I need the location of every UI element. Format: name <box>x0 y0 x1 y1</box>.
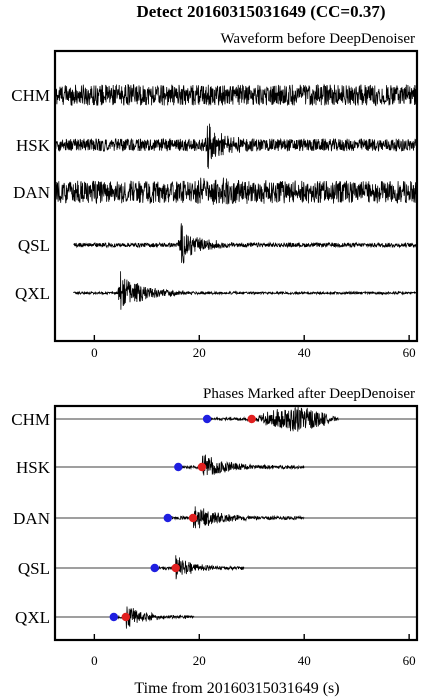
x-tick-label: 40 <box>298 345 311 360</box>
x-tick-label: 20 <box>193 345 206 360</box>
p-pick-marker-chm <box>202 414 212 424</box>
x-tick-label: 0 <box>91 345 98 360</box>
waveform-hsk <box>54 123 418 169</box>
panel-bottom-subtitle: Phases Marked after DeepDenoiser <box>203 386 415 402</box>
station-label-qsl: QSL <box>18 236 50 255</box>
station-label-qsl: QSL <box>18 559 50 578</box>
waveform-qxl <box>73 271 417 310</box>
station-label-chm: CHM <box>11 86 50 105</box>
s-pick-marker-hsk <box>197 462 207 472</box>
waveform-qsl <box>55 555 417 580</box>
station-label-qxl: QXL <box>15 284 50 303</box>
s-pick-marker-chm <box>247 414 256 424</box>
panel-after-denoiser: Phases Marked after DeepDenoiser CHM HSK D… <box>11 386 419 668</box>
waveform-qsl <box>73 223 418 264</box>
station-label-dan: DAN <box>13 183 50 202</box>
waveform-dan <box>54 177 417 205</box>
station-label-qxl: QXL <box>15 608 50 627</box>
waveform-chm <box>55 406 417 432</box>
x-tick-label: 0 <box>91 653 98 668</box>
panel-top-frame <box>53 49 419 343</box>
p-pick-marker-qxl <box>109 612 119 622</box>
x-tick-label: 60 <box>403 345 416 360</box>
s-pick-marker-qsl <box>171 563 180 573</box>
x-tick-label: 60 <box>403 653 416 668</box>
x-tick-label: 40 <box>298 653 311 668</box>
panel-bottom-frame <box>53 404 419 642</box>
panel-top-subtitle: Waveform before DeepDenoiser <box>220 31 415 47</box>
figure-title: Detect 20160315031649 (CC=0.37) <box>136 2 385 21</box>
p-pick-marker-hsk <box>174 462 183 472</box>
s-pick-marker-qxl <box>121 612 130 622</box>
waveform-hsk <box>55 454 417 476</box>
waveform-dan <box>55 506 417 529</box>
waveform-chm <box>54 83 418 107</box>
waveform-qxl <box>55 606 417 629</box>
station-label-hsk: HSK <box>16 136 51 155</box>
station-label-dan: DAN <box>13 509 50 528</box>
p-pick-marker-qsl <box>150 563 159 573</box>
s-pick-marker-dan <box>188 513 198 523</box>
station-label-chm: CHM <box>11 410 50 429</box>
x-axis-label: Time from 20160315031649 (s) <box>134 680 339 697</box>
x-tick-label: 20 <box>193 653 206 668</box>
station-label-hsk: HSK <box>16 458 51 477</box>
p-pick-marker-dan <box>163 513 172 523</box>
panel-before-denoiser: Waveform before DeepDenoiser CHM HSK DAN QS… <box>11 31 419 360</box>
